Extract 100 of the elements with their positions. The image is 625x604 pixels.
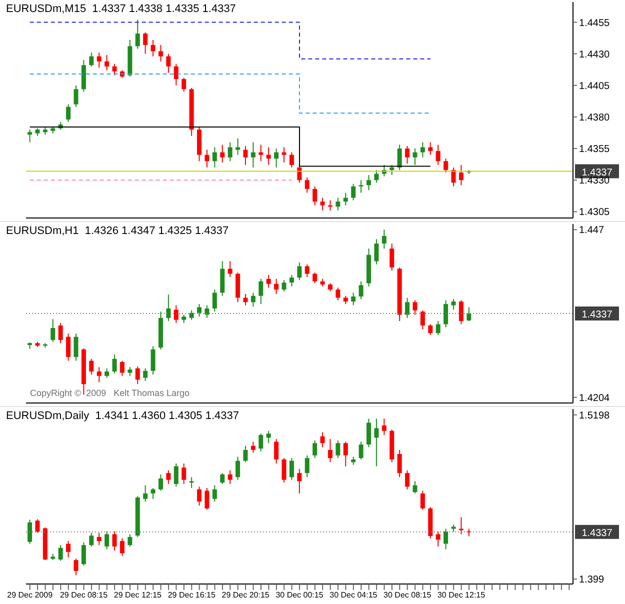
candlestick — [358, 180, 364, 194]
candlestick — [343, 192, 348, 206]
candlestick — [274, 278, 279, 294]
candlestick — [312, 440, 318, 459]
candlestick — [220, 472, 225, 484]
candlestick — [451, 166, 456, 187]
candlestick — [158, 44, 163, 62]
candlestick — [243, 146, 248, 166]
candlestick — [282, 458, 286, 484]
candlestick — [212, 484, 217, 502]
candlestick — [74, 84, 78, 108]
candlestick — [212, 289, 217, 312]
candlestick — [328, 438, 332, 463]
candlestick — [96, 366, 102, 383]
candlestick — [289, 458, 294, 480]
candlestick — [366, 418, 372, 448]
candlestick — [390, 164, 394, 176]
candlestick — [258, 278, 264, 305]
candlestick — [274, 148, 279, 168]
candlestick — [150, 346, 156, 376]
candlestick — [50, 318, 56, 342]
candlestick — [197, 304, 202, 318]
candlestick — [320, 197, 325, 211]
candlestick — [166, 53, 171, 74]
candlestick — [304, 177, 310, 194]
candlestick — [58, 544, 63, 562]
y-tick-label: 1.399 — [579, 574, 604, 586]
candlestick — [289, 152, 294, 168]
candlestick — [312, 272, 318, 284]
candlestick — [336, 197, 340, 211]
candlestick — [74, 558, 78, 576]
candlestick — [135, 366, 140, 385]
candlestick — [374, 170, 379, 184]
candlestick — [382, 418, 386, 436]
y-tick-label: 1.4430 — [579, 49, 610, 60]
candlestick — [436, 531, 440, 547]
candlestick — [412, 148, 418, 166]
candlestick — [35, 518, 40, 534]
candlestick — [436, 320, 440, 336]
candlestick — [304, 454, 310, 478]
candlestick — [420, 310, 425, 330]
chart-title: EURUSDm,H1 1.4326 1.4347 1.4325 1.4337 — [6, 225, 229, 237]
candlestick — [166, 294, 171, 322]
candlestick — [243, 445, 248, 463]
candlestick — [390, 243, 394, 272]
candlestick — [182, 463, 186, 484]
candlestick — [81, 60, 86, 92]
candlestick — [405, 297, 410, 318]
candlestick — [104, 54, 110, 71]
candlestick — [336, 440, 340, 459]
candlestick — [120, 538, 124, 556]
candlestick — [297, 468, 302, 494]
chart-title: EURUSDm,Daily 1.4341 1.4360 1.4305 1.4337 — [6, 410, 239, 422]
candlestick — [358, 441, 364, 460]
candlestick — [289, 274, 294, 287]
candlestick — [428, 324, 433, 336]
candlestick — [451, 298, 456, 310]
x-tick-label: 30 Dec 04:15 — [330, 590, 378, 600]
candlestick — [312, 186, 318, 206]
candlestick — [444, 158, 448, 174]
candlestick — [120, 360, 124, 376]
x-tick-label: 29 Dec 16:15 — [168, 590, 216, 600]
candlestick — [158, 474, 163, 492]
candlestick — [351, 183, 356, 201]
candlestick — [374, 238, 379, 265]
candlestick — [405, 146, 410, 164]
candlestick — [150, 488, 156, 500]
candlestick — [204, 488, 210, 510]
candlestick — [89, 358, 94, 376]
x-tick-label: 29 Dec 08:15 — [60, 590, 108, 600]
candlestick — [204, 304, 210, 318]
candlestick — [189, 310, 194, 320]
candlestick — [274, 438, 279, 464]
candlestick — [143, 368, 148, 382]
candlestick — [243, 293, 248, 306]
candlestick — [104, 531, 110, 550]
candlestick — [236, 138, 240, 156]
candlestick — [143, 484, 148, 502]
candlestick — [374, 418, 379, 467]
candlestick — [297, 262, 302, 281]
y-tick-label: 1.4380 — [579, 112, 610, 124]
y-tick-label: 1.4405 — [579, 80, 610, 92]
candlestick — [74, 333, 78, 362]
candlestick — [174, 463, 178, 488]
candlestick — [28, 519, 32, 544]
candlestick — [444, 300, 448, 328]
y-tick-label: 1.4330 — [579, 176, 610, 187]
y-tick-label: 1.4305 — [579, 207, 610, 218]
candlestick — [89, 532, 94, 547]
candlestick — [174, 63, 178, 86]
candlestick — [405, 470, 410, 490]
y-tick-label: 1.4355 — [579, 144, 610, 156]
y-tick-label: 1.4204 — [579, 392, 610, 404]
candlestick — [58, 322, 63, 344]
annotation: CopyRight © 2009 Kelt Thomas Largo — [30, 388, 190, 398]
candlestick — [135, 19, 140, 50]
candlestick — [250, 441, 256, 454]
candlestick — [351, 292, 356, 306]
candlestick — [89, 52, 94, 67]
candlestick — [282, 280, 286, 292]
